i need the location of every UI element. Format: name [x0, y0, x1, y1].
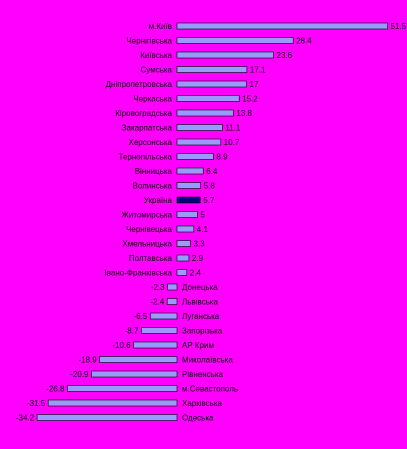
- value-label: 2.4: [190, 269, 202, 278]
- value-labels-group: 51.5 28.423.6 17.1 17 15.2 13.8 11.1 10.7 8.9 6.4…: [16, 22, 407, 423]
- category-label: Черкаська: [133, 95, 172, 104]
- category-label: м.Севастополь: [182, 385, 238, 394]
- category-label: Кіровоградська: [115, 109, 172, 118]
- value-label: 51.5: [391, 22, 407, 31]
- bar: [176, 254, 190, 262]
- category-label: Сумська: [141, 66, 173, 75]
- category-label: Луганська: [182, 312, 220, 321]
- category-label: Волинська: [133, 182, 173, 191]
- bar: [176, 95, 240, 102]
- category-label: Тернопільська: [119, 153, 173, 162]
- bar: [167, 283, 178, 291]
- value-label: -2.3: [151, 283, 165, 292]
- bar: [176, 66, 248, 73]
- value-label: -10.6: [112, 341, 131, 350]
- category-label: Закарпатська: [122, 124, 173, 133]
- value-label: 2.9: [192, 254, 204, 263]
- bar: [176, 211, 198, 218]
- category-label: Київська: [140, 51, 172, 60]
- category-label: Дніпропетровська: [106, 80, 173, 89]
- value-label: 15.2: [242, 95, 258, 104]
- bar: [176, 196, 201, 204]
- category-label: Запорізька: [182, 327, 223, 336]
- value-label: 23.6: [277, 51, 293, 60]
- value-label: -18.9: [78, 356, 97, 365]
- category-label: Чернігівська: [126, 37, 172, 46]
- value-label: -34.2: [16, 414, 35, 423]
- bar: [176, 269, 188, 276]
- bar: [176, 167, 204, 175]
- value-label: -2.4: [150, 298, 164, 307]
- bar: [176, 153, 214, 160]
- value-label: 17.1: [250, 66, 266, 75]
- category-label: Івано-Франківська: [105, 269, 173, 278]
- category-label: Вінницька: [135, 167, 173, 176]
- bar: [141, 327, 178, 334]
- value-label: 11.1: [225, 124, 241, 133]
- bars-group: [36, 22, 388, 421]
- bar: [176, 124, 223, 131]
- category-label: Харківська: [182, 399, 223, 408]
- category-label: Україна: [144, 196, 173, 205]
- category-label: м.Київ: [149, 22, 172, 31]
- bar: [91, 370, 178, 378]
- category-label: Одеська: [182, 414, 214, 423]
- bar: [99, 356, 178, 363]
- value-label: 5.8: [204, 182, 216, 191]
- value-label: 28.4: [296, 37, 312, 46]
- category-label: Рівненська: [182, 370, 223, 379]
- bar: [176, 225, 195, 233]
- bar: [176, 37, 294, 44]
- category-label: Львівська: [182, 298, 218, 307]
- bar: [176, 51, 274, 59]
- bar: [176, 22, 388, 30]
- category-label: АР Крим: [182, 341, 214, 350]
- value-label: -8.7: [125, 327, 139, 336]
- value-label: -6.5: [134, 312, 148, 321]
- value-label: -20.9: [70, 370, 89, 379]
- bar: [166, 298, 178, 305]
- value-label: -31.5: [27, 399, 46, 408]
- value-label: 13.8: [236, 109, 252, 118]
- bar: [150, 312, 178, 320]
- value-label: 8.9: [216, 153, 228, 162]
- category-label: Донецька: [182, 283, 218, 292]
- category-label: Херсонська: [129, 138, 173, 147]
- bar: [176, 109, 234, 117]
- value-label: -26.8: [46, 385, 65, 394]
- bar: [176, 138, 222, 146]
- value-label: 4.1: [197, 225, 209, 234]
- value-label: 5.7: [203, 196, 215, 205]
- category-label: Житомирська: [121, 211, 172, 220]
- bar: [36, 414, 178, 421]
- bar: [133, 341, 178, 349]
- value-label: 3.3: [194, 240, 206, 249]
- category-label: Чернівецька: [126, 225, 172, 234]
- category-label: Полтавська: [129, 254, 173, 263]
- value-label: 10.7: [224, 138, 240, 147]
- bar: [67, 385, 178, 392]
- category-label: Хмельницька: [122, 240, 172, 249]
- bar: [176, 80, 247, 88]
- category-label: Миколаївська: [182, 356, 233, 365]
- value-label: 6.4: [206, 167, 218, 176]
- bar: [176, 240, 191, 247]
- category-labels-group: м.Київ Чернігівська Київська Сумська Дніпроп…: [105, 22, 239, 423]
- bar: [47, 399, 178, 407]
- value-label: 5: [200, 211, 205, 220]
- bar: [176, 182, 202, 189]
- value-label: 17: [250, 80, 259, 89]
